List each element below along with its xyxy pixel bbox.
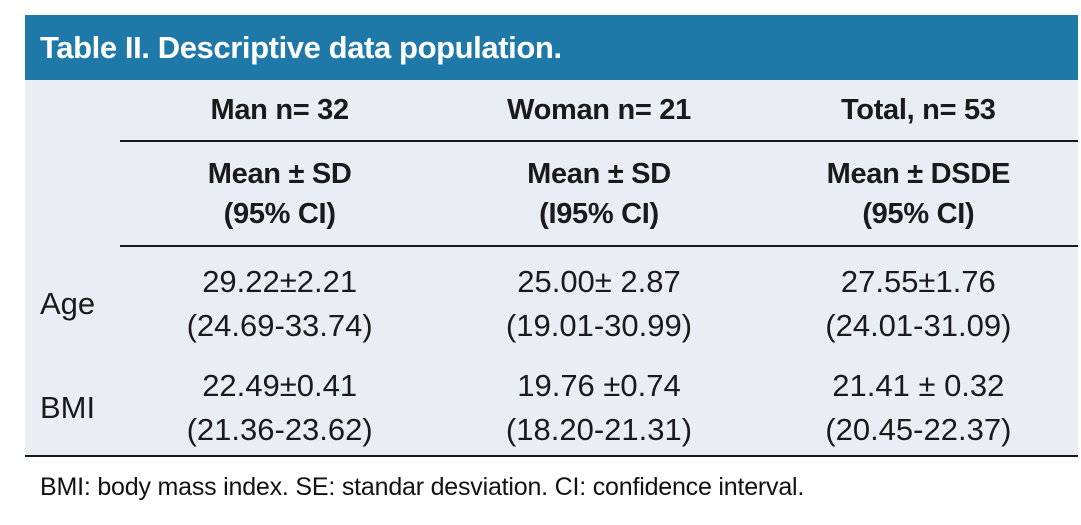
cell-bmi-woman: 19.76 ±0.74 (18.20-21.31) <box>439 360 758 455</box>
cell-bmi-woman-value: 19.76 ±0.74 <box>517 367 681 403</box>
subheader-total-line2: (95% CI) <box>862 197 975 230</box>
cell-age-woman-ci: (19.01-30.99) <box>505 307 693 343</box>
cell-bmi-total: 21.41 ± 0.32 (20.45-22.37) <box>759 360 1078 455</box>
row-label-bmi: BMI <box>40 389 96 425</box>
table-panel: Man n= 32 Woman n= 21 Total, n= 53 Mean … <box>25 80 1078 457</box>
subheader-man-line2: (95% CI) <box>223 197 336 230</box>
subheader-total: Mean ± DSDE (95% CI) <box>758 142 1078 247</box>
cell-bmi-woman-ci: (18.20-21.31) <box>505 411 693 447</box>
table-title: Table II. Descriptive data population. <box>40 29 562 65</box>
cell-age-man-ci: (24.69-33.74) <box>186 307 373 343</box>
column-header-woman: Woman n= 21 <box>439 80 759 142</box>
table-caption-bar: Table II. Descriptive data population. <box>25 15 1078 80</box>
cell-age-man: 29.22±2.21 (24.69-33.74) <box>120 247 439 360</box>
corner-spacer <box>25 80 120 142</box>
column-header-total: Total, n= 53 <box>758 80 1078 142</box>
cell-bmi-man: 22.49±0.41 (21.36-23.62) <box>120 360 439 455</box>
subheader-woman-line2: (I95% CI) <box>539 197 659 230</box>
cell-age-man-value: 29.22±2.21 <box>202 263 358 299</box>
cell-bmi-man-ci: (21.36-23.62) <box>186 411 373 447</box>
subheader-total-line1: Mean ± DSDE <box>826 157 1011 190</box>
cell-bmi-man-value: 22.49±0.41 <box>202 367 358 403</box>
cell-bmi-total-ci: (20.45-22.37) <box>825 411 1012 447</box>
cell-age-total: 27.55±1.76 (24.01-31.09) <box>759 247 1078 360</box>
cell-age-total-value: 27.55±1.76 <box>840 263 996 299</box>
row-label-age: Age <box>40 285 96 321</box>
cell-bmi-total-value: 21.41 ± 0.32 <box>832 367 1005 403</box>
subheader-man: Mean ± SD (95% CI) <box>120 142 440 247</box>
subheader-spacer <box>25 142 120 247</box>
subheader-man-line1: Mean ± SD <box>207 157 352 190</box>
subheader-woman-line1: Mean ± SD <box>527 157 671 190</box>
column-header-man: Man n= 32 <box>120 80 440 142</box>
cell-age-woman: 25.00± 2.87 (19.01-30.99) <box>439 247 758 360</box>
table-footnote: BMI: body mass index. SE: standar desvia… <box>40 473 805 501</box>
subheader-woman: Mean ± SD (I95% CI) <box>439 142 759 247</box>
cell-age-total-ci: (24.01-31.09) <box>825 307 1012 343</box>
cell-age-woman-value: 25.00± 2.87 <box>517 263 681 299</box>
